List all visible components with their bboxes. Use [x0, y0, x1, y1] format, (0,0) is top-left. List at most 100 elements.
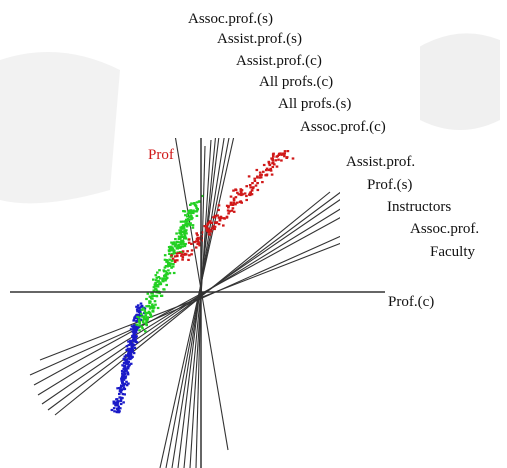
scatter-point — [132, 339, 136, 342]
scatter-point — [129, 353, 133, 356]
scatter-point — [129, 349, 132, 352]
scatter-point — [133, 332, 136, 335]
scatter-point — [139, 318, 142, 321]
scatter-point — [193, 210, 197, 213]
scatter-point — [175, 232, 178, 235]
scatter-point — [189, 222, 192, 225]
scatter-point — [186, 250, 189, 253]
scatter-point — [143, 315, 146, 318]
scatter-point — [182, 253, 186, 256]
scatter-point — [273, 163, 276, 166]
variable-line — [29, 231, 351, 376]
scatter-point — [166, 260, 169, 263]
scatter-point — [151, 295, 154, 298]
scatter-point — [122, 378, 126, 381]
scatter-point — [175, 252, 179, 255]
label-backdrop-right — [340, 148, 507, 266]
scatter-point — [146, 292, 150, 295]
scatter-point — [131, 330, 135, 333]
scatter-point — [129, 339, 132, 342]
scatter-point — [270, 173, 274, 176]
scatter-point — [172, 241, 176, 244]
scatter-point — [152, 307, 155, 310]
scatter-point — [171, 247, 175, 250]
scatter-point — [123, 382, 127, 386]
scatter-point — [138, 310, 142, 313]
scatter-point — [116, 387, 119, 390]
scatter-point — [145, 297, 148, 301]
scatter-point — [198, 242, 201, 245]
scatter-point — [124, 376, 127, 379]
scatter-point — [204, 226, 208, 229]
scatter-point — [123, 393, 126, 396]
scatter-point — [217, 208, 220, 212]
scatter-point — [168, 258, 171, 261]
scatter-point — [150, 297, 153, 300]
scatter-point — [210, 227, 214, 230]
scatter-point — [122, 376, 125, 379]
scatter-point — [185, 232, 188, 235]
scatter-point — [135, 328, 139, 331]
scatter-point — [117, 408, 120, 411]
scatter-point — [285, 156, 289, 159]
scatter-point — [163, 270, 166, 273]
scatter-point — [134, 326, 137, 329]
scatter-point — [122, 388, 125, 391]
scatter-point — [186, 222, 189, 225]
scatter-point — [194, 246, 198, 249]
scatter-point — [168, 250, 171, 253]
scatter-point — [140, 305, 143, 308]
scatter-point — [172, 250, 176, 253]
scatter-point — [132, 352, 136, 355]
scatter-point — [231, 203, 235, 206]
scatter-point — [140, 312, 143, 315]
scatter-point — [158, 283, 161, 286]
scatter-point — [132, 329, 136, 332]
scatter-point — [131, 335, 135, 338]
scatter-point — [269, 167, 272, 171]
scatter-point — [159, 283, 163, 286]
scatter-point — [190, 253, 193, 256]
scatter-point — [178, 251, 181, 255]
scatter-point — [188, 224, 191, 227]
scatter-point — [186, 212, 190, 215]
scatter-point — [178, 235, 182, 238]
scatter-point — [195, 201, 199, 204]
scatter-point — [119, 386, 123, 389]
scatter-point — [249, 191, 252, 194]
scatter-point — [160, 294, 163, 297]
scatter-point — [162, 288, 165, 291]
scatter-point — [127, 382, 130, 385]
scatter-point — [180, 254, 183, 257]
scatter-point — [131, 350, 134, 353]
scatter-point — [277, 158, 280, 161]
scatter-point — [283, 152, 286, 155]
scatter-point — [173, 260, 177, 263]
scatter-point — [154, 279, 158, 282]
scatter-point — [225, 216, 229, 219]
scatter-point — [193, 241, 196, 244]
scatter-point — [137, 310, 140, 313]
scatter-point — [124, 368, 128, 371]
scatter-point — [248, 192, 252, 195]
scatter-point — [171, 242, 175, 245]
scatter-point — [119, 402, 123, 406]
scatter-point — [141, 327, 144, 330]
scatter-point — [127, 357, 130, 360]
scatter-point — [135, 308, 139, 311]
scatter-point — [155, 276, 159, 279]
scatter-point — [227, 206, 230, 209]
scatter-point — [250, 193, 254, 196]
scatter-point — [261, 181, 264, 184]
scatter-point — [165, 283, 168, 287]
scatter-point — [206, 223, 209, 226]
scatter-point — [134, 315, 137, 318]
scatter-point — [115, 398, 118, 401]
scatter-point — [179, 242, 183, 245]
scatter-point — [116, 407, 119, 410]
scatter-point — [191, 210, 195, 213]
scatter-point — [192, 209, 195, 212]
scatter-point — [212, 225, 215, 228]
scatter-point — [268, 163, 272, 167]
scatter-point — [205, 225, 208, 228]
